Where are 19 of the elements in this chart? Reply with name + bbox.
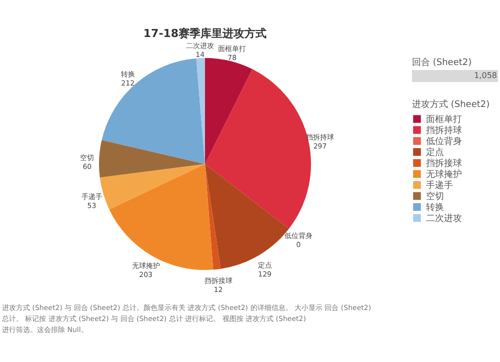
pie-slice (99, 140, 205, 178)
legend-label: 挡拆持球 (426, 125, 462, 136)
legend-label: 空切 (426, 191, 444, 202)
legend-title: 进攻方式 (Sheet2) (412, 99, 490, 110)
legend-label: 手递手 (426, 180, 453, 191)
pie-slice (102, 58, 205, 164)
text: 回合 (Sheet2) (412, 57, 472, 68)
legend-label: 低位背身 (426, 136, 462, 147)
legend-label: 二次进攻 (426, 213, 462, 224)
pie-slice (205, 164, 221, 270)
pie-slice (109, 164, 214, 270)
legend-label: 无球掩护 (426, 169, 462, 180)
legend-label: 面框单打 (426, 114, 462, 125)
legend-label: 定点 (426, 147, 444, 158)
legend-label: 挡拆接球 (426, 158, 462, 169)
chart-title: 17-18赛季库里进攻方式 (143, 27, 267, 40)
pie-slice (196, 58, 205, 164)
text: 1,058 (474, 71, 497, 80)
legend-label: 转换 (426, 202, 444, 213)
